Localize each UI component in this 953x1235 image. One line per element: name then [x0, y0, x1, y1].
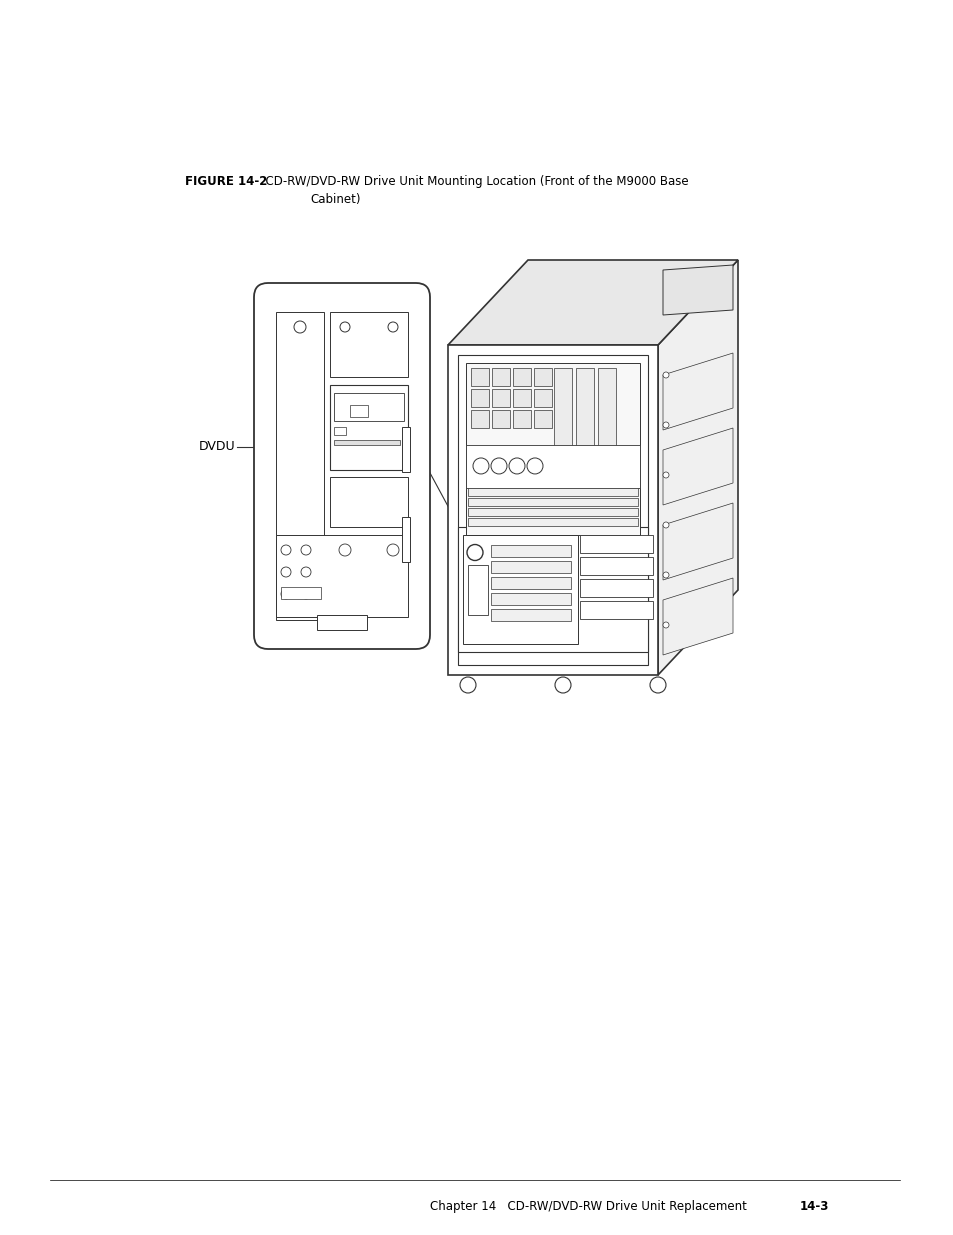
Bar — [579, 578, 653, 597]
Bar — [468, 509, 638, 516]
Bar — [281, 587, 320, 599]
Bar — [491, 561, 571, 573]
Bar — [579, 600, 653, 619]
Circle shape — [526, 458, 542, 474]
Circle shape — [662, 472, 668, 478]
Polygon shape — [658, 261, 738, 676]
Bar — [457, 526, 647, 652]
Circle shape — [301, 589, 311, 599]
Polygon shape — [662, 353, 732, 430]
Circle shape — [281, 567, 291, 577]
Circle shape — [294, 321, 306, 333]
Circle shape — [509, 458, 524, 474]
Circle shape — [662, 572, 668, 578]
Circle shape — [388, 322, 397, 332]
Circle shape — [662, 372, 668, 378]
Text: CD-RW/DVD-RW Drive Unit Mounting Location (Front of the M9000 Base: CD-RW/DVD-RW Drive Unit Mounting Locatio… — [257, 175, 688, 188]
Text: Chapter 14   CD-RW/DVD-RW Drive Unit Replacement: Chapter 14 CD-RW/DVD-RW Drive Unit Repla… — [430, 1200, 758, 1213]
Circle shape — [649, 677, 665, 693]
Circle shape — [555, 677, 571, 693]
Bar — [316, 615, 367, 630]
Bar — [491, 593, 571, 604]
Bar — [513, 368, 531, 387]
Bar — [330, 312, 408, 377]
Bar — [465, 363, 639, 535]
Bar — [275, 312, 324, 620]
Bar — [576, 368, 594, 446]
Polygon shape — [662, 578, 732, 655]
Bar — [471, 368, 489, 387]
Bar — [468, 498, 638, 506]
Circle shape — [338, 543, 351, 556]
Bar — [579, 535, 653, 552]
Text: 14-3: 14-3 — [800, 1200, 828, 1213]
Polygon shape — [662, 429, 732, 505]
Bar — [471, 389, 489, 408]
Bar — [491, 545, 571, 557]
Bar — [491, 577, 571, 589]
Circle shape — [387, 543, 398, 556]
Bar — [334, 427, 346, 435]
Polygon shape — [448, 345, 658, 676]
Bar — [468, 519, 638, 526]
Circle shape — [473, 458, 489, 474]
Bar — [598, 368, 616, 446]
Circle shape — [301, 567, 311, 577]
Bar — [492, 410, 510, 429]
Bar — [492, 368, 510, 387]
Bar — [468, 564, 488, 615]
Bar — [401, 517, 410, 562]
Bar — [513, 389, 531, 408]
Bar — [513, 410, 531, 429]
Circle shape — [467, 545, 482, 561]
Text: FIGURE 14-2: FIGURE 14-2 — [185, 175, 267, 188]
Text: Cabinet): Cabinet) — [310, 193, 360, 206]
Polygon shape — [662, 266, 732, 315]
Bar — [579, 557, 653, 574]
Bar — [554, 368, 572, 446]
Bar — [330, 477, 408, 527]
Bar — [334, 440, 399, 445]
Bar — [468, 488, 638, 496]
Bar — [330, 385, 408, 471]
Bar — [275, 535, 408, 618]
Bar — [465, 446, 639, 488]
FancyBboxPatch shape — [253, 283, 430, 650]
Bar — [534, 389, 552, 408]
Bar — [334, 393, 403, 421]
Bar — [492, 389, 510, 408]
Text: DVDU: DVDU — [198, 441, 234, 453]
Bar — [350, 405, 368, 417]
Circle shape — [281, 589, 291, 599]
Circle shape — [662, 522, 668, 529]
Circle shape — [459, 677, 476, 693]
Circle shape — [662, 422, 668, 429]
Bar — [534, 368, 552, 387]
Circle shape — [301, 545, 311, 555]
Circle shape — [339, 322, 350, 332]
Polygon shape — [662, 503, 732, 580]
Bar — [401, 427, 410, 472]
Circle shape — [281, 545, 291, 555]
Polygon shape — [448, 261, 738, 345]
Bar — [534, 410, 552, 429]
Bar — [491, 609, 571, 620]
Bar — [462, 535, 578, 643]
Circle shape — [491, 458, 506, 474]
Bar — [457, 354, 647, 664]
Bar — [471, 410, 489, 429]
Circle shape — [662, 622, 668, 629]
